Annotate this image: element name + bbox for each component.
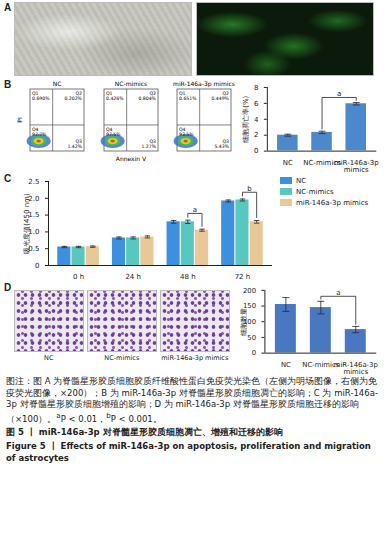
svg-text:NC: NC (53, 80, 62, 87)
svg-text:0.202%: 0.202% (64, 96, 82, 101)
svg-text:NC-mimics: NC-mimics (303, 159, 341, 167)
svg-text:Q2: Q2 (75, 91, 82, 96)
html-text:NC: NC (296, 176, 307, 185)
svg-text:Q3: Q3 (222, 139, 230, 144)
svg-text:miR-146a-3pmimics: miR-146a-3pmimics (334, 159, 379, 174)
svg-text:Q4: Q4 (105, 127, 113, 132)
svg-text:miR-146a-3p mimics: miR-146a-3p mimics (173, 80, 235, 88)
svg-text:4: 4 (254, 116, 259, 124)
svg-text:Q4: Q4 (179, 127, 186, 132)
svg-text:NC: NC (281, 360, 291, 368)
svg-text:miR-146a-3pmimics: miR-146a-3pmimics (334, 360, 378, 375)
svg-text:100: 100 (242, 317, 256, 326)
svg-text:0.5: 0.5 (28, 244, 40, 253)
svg-text:Q1: Q1 (179, 91, 186, 96)
html-text:NC-mimics: NC-mimics (296, 187, 334, 196)
svg-text:1.27%: 1.27% (141, 144, 156, 149)
svg-text:50: 50 (247, 333, 256, 341)
svg-text:24 h: 24 h (125, 273, 141, 281)
svg-text:0: 0 (35, 261, 39, 269)
html-text:miR-146a-3p mimics: miR-146a-3p mimics (296, 198, 369, 207)
svg-text:0.651%: 0.651% (179, 96, 197, 101)
svg-text:吸光度值(450 nm): 吸光度值(450 nm) (23, 193, 31, 254)
svg-text:0: 0 (252, 349, 256, 357)
html-text:图 5 丨 miR-146a-3p 对脊髓星形胶质细胞凋亡、: 图 5 丨 miR-146a-3p 对脊髓星形胶质细胞凋亡、增殖和迁移的影响 (6, 427, 283, 438)
svg-text:48 h: 48 h (180, 273, 196, 281)
svg-text:8: 8 (254, 84, 258, 92)
svg-text:Q4: Q4 (32, 127, 39, 132)
html-text:B: B (4, 79, 12, 90)
svg-text:NC-mimics: NC-mimics (114, 80, 146, 87)
svg-text:0: 0 (254, 147, 258, 155)
svg-text:200: 200 (243, 286, 256, 294)
svg-text:150: 150 (242, 301, 256, 310)
html-text:NC: NC (44, 353, 54, 362)
svg-text:97.5%: 97.5% (106, 132, 121, 137)
svg-text:0.804%: 0.804% (138, 96, 156, 101)
html-text:A: A (4, 2, 12, 13)
html-text:Figure 5 丨 Effects of miR-146a: Figure 5 丨 Effects of miR-146a-3p on apo… (6, 441, 371, 463)
svg-text:6: 6 (254, 100, 258, 108)
svg-text:72 h: 72 h (235, 273, 251, 281)
svg-text:2.0: 2.0 (28, 194, 40, 203)
svg-text:0.449%: 0.449% (212, 96, 230, 101)
html-text:NC-mimics: NC-mimics (104, 353, 140, 362)
svg-text:0.690%: 0.690% (32, 96, 50, 101)
svg-text:PI: PI (16, 117, 23, 123)
svg-text:b: b (247, 184, 252, 192)
svg-text:2: 2 (254, 131, 258, 139)
svg-text:a: a (336, 288, 340, 296)
svg-text:0.426%: 0.426% (106, 96, 124, 101)
html-text:D: D (4, 281, 12, 293)
svg-text:Annexin V: Annexin V (115, 155, 146, 162)
svg-text:Q3: Q3 (149, 139, 156, 144)
svg-text:a: a (337, 90, 341, 98)
svg-text:2.5: 2.5 (28, 177, 39, 185)
svg-text:0 h: 0 h (73, 273, 84, 281)
svg-text:Q3: Q3 (75, 139, 82, 144)
svg-text:1.0: 1.0 (28, 227, 40, 236)
svg-text:93.5%: 93.5% (179, 132, 194, 137)
svg-text:5.43%: 5.43% (215, 144, 230, 149)
svg-text:1.42%: 1.42% (67, 144, 82, 149)
svg-text:NC: NC (283, 159, 293, 167)
svg-text:1.5: 1.5 (28, 210, 40, 219)
svg-text:NC-mimics: NC-mimics (302, 360, 340, 369)
svg-text:Q1: Q1 (32, 91, 39, 96)
html-text:miR-146a-3p mimics: miR-146a-3p mimics (161, 353, 229, 362)
html-text:C: C (4, 172, 12, 184)
svg-text:Q1: Q1 (105, 91, 113, 96)
html-text:图注：图 A 为脊髓星形胶质细胞胶质纤维酸性蛋白免疫荧光染色: 图注：图 A 为脊髓星形胶质细胞胶质纤维酸性蛋白免疫荧光染色（左侧为明场图像，右… (6, 375, 378, 424)
svg-text:Q2: Q2 (149, 91, 156, 96)
svg-text:a: a (193, 205, 197, 213)
svg-text:细胞凋亡率(%): 细胞凋亡率(%) (242, 95, 250, 142)
svg-text:97.7%: 97.7% (32, 132, 47, 137)
svg-text:细胞数量: 细胞数量 (240, 307, 248, 335)
svg-text:Q2: Q2 (222, 91, 230, 96)
